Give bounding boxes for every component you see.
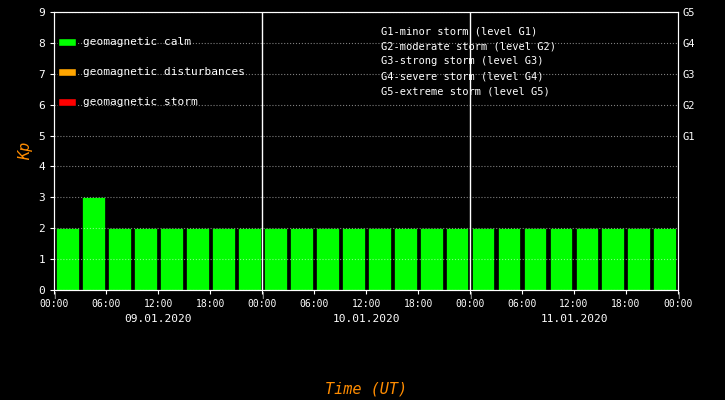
Text: geomagnetic calm: geomagnetic calm bbox=[83, 37, 191, 47]
Bar bbox=[523, 228, 547, 290]
Bar bbox=[56, 228, 79, 290]
Bar bbox=[264, 228, 286, 290]
Bar bbox=[368, 228, 391, 290]
Bar bbox=[186, 228, 209, 290]
Bar bbox=[627, 228, 650, 290]
Text: 09.01.2020: 09.01.2020 bbox=[125, 314, 192, 324]
Text: geomagnetic storm: geomagnetic storm bbox=[83, 97, 198, 107]
Text: |: | bbox=[469, 292, 471, 299]
Text: G1-minor storm (level G1): G1-minor storm (level G1) bbox=[381, 26, 537, 36]
Text: G4-severe storm (level G4): G4-severe storm (level G4) bbox=[381, 72, 543, 82]
Bar bbox=[212, 228, 235, 290]
Bar bbox=[394, 228, 417, 290]
Bar bbox=[653, 228, 676, 290]
Text: 11.01.2020: 11.01.2020 bbox=[540, 314, 608, 324]
Y-axis label: Kp: Kp bbox=[18, 142, 33, 160]
Text: G2-moderate storm (level G2): G2-moderate storm (level G2) bbox=[381, 41, 555, 51]
Bar bbox=[471, 228, 494, 290]
Text: Time (UT): Time (UT) bbox=[325, 381, 407, 396]
Bar bbox=[550, 228, 573, 290]
Bar bbox=[290, 228, 312, 290]
Bar bbox=[82, 197, 105, 290]
Bar bbox=[446, 228, 468, 290]
Bar bbox=[160, 228, 183, 290]
Text: G5-extreme storm (level G5): G5-extreme storm (level G5) bbox=[381, 87, 550, 97]
Text: |: | bbox=[53, 292, 56, 299]
Bar bbox=[602, 228, 624, 290]
Text: |: | bbox=[261, 292, 263, 299]
Text: |: | bbox=[676, 292, 679, 299]
Bar bbox=[238, 228, 261, 290]
Bar bbox=[315, 228, 339, 290]
Text: geomagnetic disturbances: geomagnetic disturbances bbox=[83, 67, 245, 77]
Bar bbox=[420, 228, 442, 290]
Bar bbox=[497, 228, 521, 290]
Text: 10.01.2020: 10.01.2020 bbox=[332, 314, 400, 324]
Bar bbox=[576, 228, 598, 290]
Bar bbox=[341, 228, 365, 290]
Bar bbox=[108, 228, 130, 290]
Bar bbox=[134, 228, 157, 290]
Text: G3-strong storm (level G3): G3-strong storm (level G3) bbox=[381, 56, 543, 66]
